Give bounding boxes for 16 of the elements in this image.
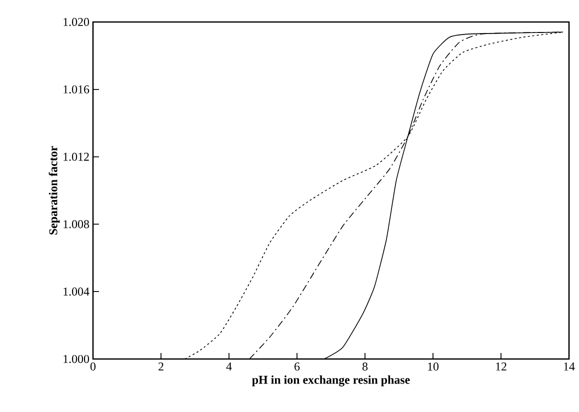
y-tick-label: 1.004 [64,288,90,296]
y-tick-label: 1.020 [64,18,90,26]
x-tick-label: 12 [496,362,506,370]
x-tick-label: 0 [90,362,96,371]
y-axis-title: Separation factor [48,146,60,235]
y-tick-label: 1.016 [64,85,90,94]
x-tick-label: 10 [428,362,439,371]
y-tick-label: 1.000 [64,354,90,364]
x-axis-title: pH in ion exchange resin phase [252,375,410,386]
y-tick-label: 1.012 [64,152,89,161]
x-tick-label: 2 [158,362,164,370]
y-tick-label: 1.008 [64,220,90,228]
x-tick-label: 6 [294,362,300,371]
x-tick-label: 4 [226,362,232,370]
x-tick-label: 8 [362,362,368,371]
x-tick-label: 14 [564,362,575,370]
